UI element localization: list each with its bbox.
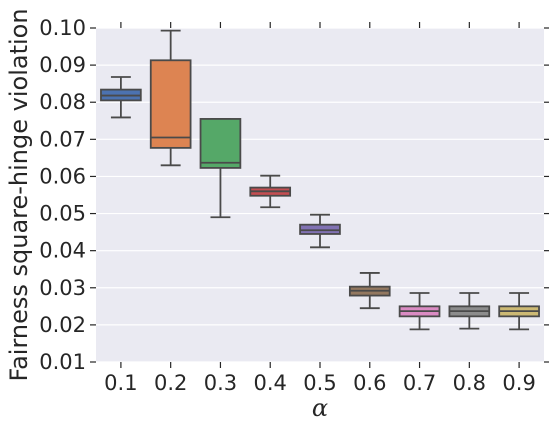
y-tick-label: 0.08 xyxy=(39,90,86,114)
y-tick-label: 0.09 xyxy=(39,53,86,77)
box-0.2 xyxy=(149,29,192,167)
x-tick-label: 0.3 xyxy=(204,371,237,395)
x-tick-label: 0.5 xyxy=(303,371,336,395)
y-tick-label: 0.06 xyxy=(39,164,86,188)
axis-ticks xyxy=(90,22,549,368)
box-iqr xyxy=(299,223,341,235)
y-tick-label: 0.03 xyxy=(39,276,86,300)
x-tick-labels: 0.1 0.2 0.3 0.4 0.5 0.6 0.7 0.8 0.9 xyxy=(104,371,536,395)
box-0.3 xyxy=(199,118,242,219)
x-tick-label: 0.8 xyxy=(453,371,486,395)
box-0.1 xyxy=(100,76,142,119)
box-0.5 xyxy=(299,213,341,249)
box-0.4 xyxy=(249,174,292,209)
x-tick-label: 0.9 xyxy=(502,371,535,395)
box-0.8 xyxy=(448,292,491,330)
x-tick-label: 0.2 xyxy=(154,371,187,395)
x-tick-label: 0.6 xyxy=(353,371,386,395)
x-tick-label: 0.4 xyxy=(254,371,287,395)
y-tick-labels: 0.01 0.02 0.03 0.04 0.05 0.06 0.07 0.08 0.09 0.10 xyxy=(39,16,86,374)
box-0.7 xyxy=(398,292,441,331)
y-tick-label: 0.01 xyxy=(39,350,86,374)
y-tick-label: 0.02 xyxy=(39,313,86,337)
y-tick-label: 0.04 xyxy=(39,239,86,263)
boxes xyxy=(100,29,540,331)
y-axis-label: Fairness square-hinge violation xyxy=(5,8,33,381)
box-0.6 xyxy=(348,272,391,310)
box-iqr xyxy=(149,59,192,149)
y-tick-label: 0.10 xyxy=(39,16,86,40)
box-iqr xyxy=(199,118,242,169)
x-tick-label: 0.7 xyxy=(403,371,436,395)
x-axis-label: α xyxy=(312,394,328,422)
y-tick-label: 0.07 xyxy=(39,127,86,151)
y-tick-label: 0.05 xyxy=(39,202,86,226)
x-tick-label: 0.1 xyxy=(104,371,137,395)
box-0.9 xyxy=(498,292,540,331)
